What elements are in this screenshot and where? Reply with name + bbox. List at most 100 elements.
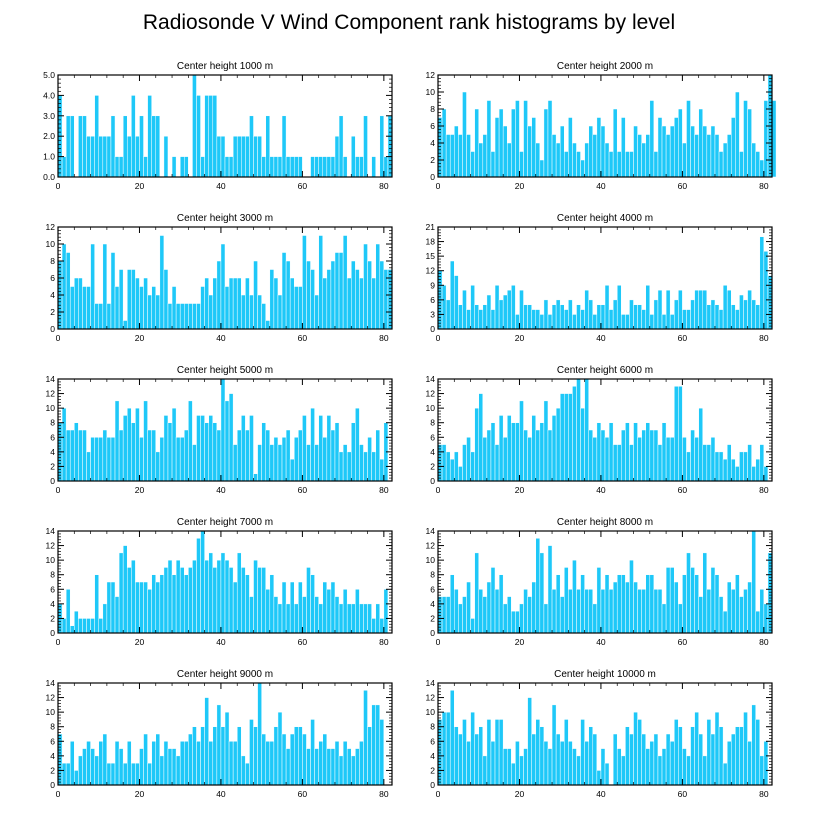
bar [355, 269, 360, 330]
bar [147, 95, 152, 178]
bar [82, 429, 87, 482]
bar [188, 567, 193, 634]
bar [82, 286, 87, 330]
bar [539, 726, 545, 786]
bar [515, 741, 520, 786]
bar [69, 741, 75, 786]
x-tick-label: 20 [515, 485, 525, 495]
y-tick-label: 4 [430, 751, 435, 761]
bar [494, 117, 500, 178]
x-tick-label: 0 [56, 789, 61, 799]
y-tick-label: 5.0 [43, 70, 55, 80]
bar [163, 741, 169, 786]
bar [314, 748, 319, 786]
y-tick-label: 12 [426, 389, 436, 399]
bar [564, 393, 569, 482]
bar [690, 429, 695, 482]
bar [375, 429, 381, 482]
bar [261, 156, 266, 178]
bar [371, 156, 376, 178]
bar [547, 748, 553, 786]
bar [61, 243, 67, 330]
bar [506, 748, 512, 786]
bar [306, 444, 311, 482]
bar [763, 466, 769, 482]
bar [78, 755, 83, 786]
y-tick-label: 3 [430, 309, 435, 319]
bar [592, 314, 598, 330]
bar [171, 286, 177, 330]
bar [355, 589, 360, 634]
bar [698, 733, 704, 786]
bar [458, 733, 463, 786]
bar [355, 407, 360, 482]
bar [192, 559, 197, 634]
bar [462, 289, 467, 330]
bar [228, 277, 234, 330]
bar [379, 618, 385, 634]
bar [98, 437, 104, 482]
y-tick-label: 12 [46, 222, 56, 232]
bar [285, 260, 291, 330]
panel-3: Center height 3000 m 0 2 4 6 8 10 12 0 20 40 60 80 [46, 213, 393, 343]
bar [608, 422, 614, 482]
plot-frame [437, 378, 773, 482]
bar [600, 589, 606, 634]
bar [220, 135, 226, 178]
bar [478, 393, 484, 482]
bar [265, 589, 271, 634]
bar [236, 135, 242, 178]
bar [122, 415, 128, 482]
bar [236, 726, 242, 786]
bar [437, 444, 443, 482]
bar [106, 303, 112, 330]
bar [171, 156, 177, 178]
bar [592, 603, 598, 634]
bar [625, 314, 630, 330]
bar [743, 299, 748, 330]
bar [289, 277, 295, 330]
bar [735, 309, 740, 330]
bar [167, 559, 173, 634]
bar [657, 117, 663, 178]
bar [718, 596, 724, 634]
bar [482, 596, 488, 634]
bar [102, 135, 108, 178]
bar [171, 407, 177, 482]
bar [625, 726, 630, 786]
bar [147, 429, 152, 482]
bar [637, 719, 642, 786]
bar [90, 618, 95, 634]
bar [755, 458, 761, 482]
bar [437, 596, 443, 634]
bar [706, 719, 712, 786]
bar [371, 618, 376, 634]
y-tick-label: 2 [50, 765, 55, 775]
x-tick-label: 20 [135, 333, 145, 343]
bar [612, 581, 618, 634]
bar [200, 726, 205, 786]
bar [126, 567, 132, 634]
bar [616, 285, 622, 330]
bar [293, 286, 299, 330]
bar [188, 303, 193, 330]
bar [735, 574, 740, 634]
bar [523, 748, 528, 786]
bar [555, 142, 561, 178]
bar [110, 762, 116, 786]
bar [363, 603, 368, 634]
bar [326, 269, 332, 330]
panel-7: Center height 7000 m 0 2 4 6 8 10 12 14 0 20 40 60 80 [46, 517, 393, 647]
bar [445, 596, 451, 634]
bar [653, 429, 659, 482]
bar [314, 596, 319, 634]
bar [245, 277, 250, 330]
bar [298, 581, 303, 634]
bar [641, 142, 646, 178]
bar [511, 285, 516, 330]
bar [462, 596, 467, 634]
bar [718, 726, 724, 786]
y-tick-label: 14 [46, 374, 56, 384]
bar [706, 304, 712, 330]
bar [351, 260, 356, 330]
